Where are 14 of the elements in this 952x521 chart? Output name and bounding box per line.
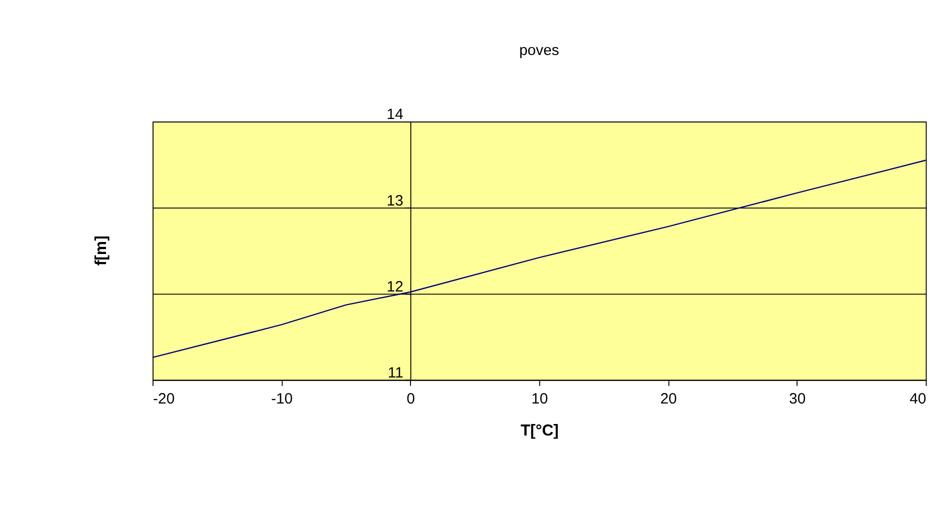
x-tick-label: 40 bbox=[910, 390, 926, 408]
x-tick-label: 0 bbox=[406, 390, 415, 408]
chart-title: poves bbox=[519, 42, 560, 60]
x-tick-label: -10 bbox=[271, 390, 293, 408]
y-tick-label: 13 bbox=[386, 192, 404, 210]
x-tick-label: -20 bbox=[153, 390, 175, 408]
y-tick-label: 11 bbox=[388, 364, 404, 382]
y-axis-title: f[m] bbox=[92, 236, 110, 266]
x-axis-title: T[°C] bbox=[520, 422, 559, 440]
y-tick-label: 14 bbox=[386, 106, 404, 124]
x-tick-label: 30 bbox=[789, 390, 806, 408]
y-tick-label: 12 bbox=[386, 278, 404, 296]
x-tick-label: 10 bbox=[531, 390, 548, 408]
x-tick-label: 20 bbox=[660, 390, 677, 408]
